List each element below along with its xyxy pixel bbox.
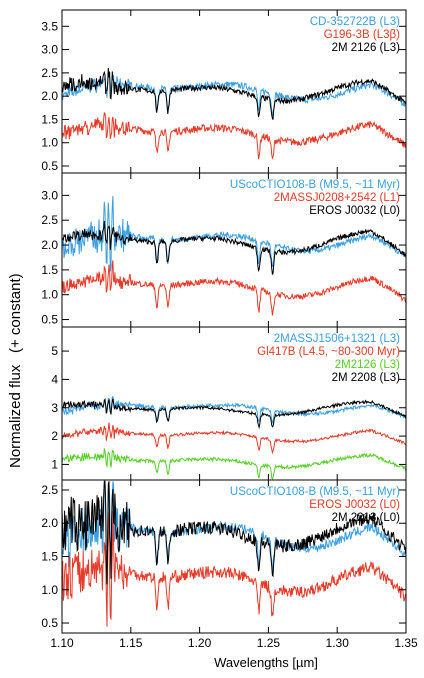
legend-entry: 2M 2208 (L3) <box>332 372 401 384</box>
y-tick-label: 0.5 <box>41 313 58 327</box>
y-tick-label: 3.0 <box>41 43 58 57</box>
legend-entry: EROS J0032 (L0) <box>309 499 400 511</box>
y-tick-label: 2 <box>51 429 58 443</box>
legend-entry: Gl417B (L4.5, ~80-300 Myr) <box>257 346 400 358</box>
legend-entry: UScoCTIO108-B (M9.5, ~11 Myr) <box>230 486 400 498</box>
x-tick-label: 1.25 <box>257 636 281 650</box>
x-tick-label: 1.15 <box>119 636 143 650</box>
x-tick-label: 1.10 <box>50 636 74 650</box>
spectrum-line <box>61 510 407 627</box>
legend-entry: G196-3B (L3β) <box>324 29 400 41</box>
spectrum-line <box>61 397 407 430</box>
y-tick-label: 2.0 <box>41 238 58 252</box>
x-tick-label: 1.30 <box>326 636 350 650</box>
spectrum-line <box>61 260 407 316</box>
y-tick-label: 0.5 <box>41 616 58 630</box>
y-tick-label: 4 <box>51 372 58 386</box>
spectrum-line <box>61 111 407 160</box>
spectrum-line <box>61 67 407 120</box>
y-tick-label: 1.0 <box>41 583 58 597</box>
y-tick-label: 3 <box>51 401 58 415</box>
spectrum-line <box>61 422 407 455</box>
x-tick-label: 1.20 <box>188 636 212 650</box>
legend-entry: 2M2126 (L3) <box>335 359 400 371</box>
spectrum-line <box>61 220 407 275</box>
panel-4: 0.5 1.0 1.5 2.0 2.5 1.10 1.15 1.20 1.25 1.30 1.35 U… <box>41 479 418 650</box>
spectrum-line <box>61 448 407 480</box>
y-tick-label: 5 <box>51 344 58 358</box>
legend-entry: UScoCTIO108-B (M9.5, ~11 Myr) <box>230 179 400 191</box>
legend-entry: 2MASSJ0208+2542 (L1) <box>274 192 400 204</box>
y-tick-label: 1.5 <box>41 112 58 126</box>
x-tick-label: 1.35 <box>394 636 418 650</box>
legend-entry: 2MASSJ1506+1321 (L3) <box>274 333 400 345</box>
y-tick-label: 2.5 <box>41 213 58 227</box>
spectrum-line <box>61 480 407 585</box>
y-tick-label: 3.5 <box>41 19 58 33</box>
y-axis-label: Normalized flux <box>7 364 24 468</box>
y-tick-label: 0.5 <box>41 159 58 173</box>
y-tick-label: 1.5 <box>41 263 58 277</box>
legend-entry: 2M 2126 (L3) <box>332 42 401 54</box>
panel-1: 0.5 1.0 1.5 2.0 2.5 3.0 3.5 CD-352722B (L3)G196… <box>41 9 407 174</box>
spectrum-line <box>61 195 407 272</box>
y-tick-label: 2.5 <box>41 483 58 497</box>
legend-entry: CD-352722B (L3) <box>310 16 400 28</box>
legend-entry: EROS J0032 (L0) <box>309 205 400 217</box>
y-tick-label: 1.5 <box>41 550 58 564</box>
x-axis-label: Wavelengths [µm] <box>214 655 318 670</box>
y-tick-label: 2.5 <box>41 66 58 80</box>
panel-3: 1 2 3 4 5 2MASSJ1506+1321 (L3)Gl417B (L4.5, ~… <box>51 326 407 481</box>
y-tick-label: 2.0 <box>41 516 58 530</box>
legend-entry: 2M 2213 (L0) <box>332 512 401 524</box>
y-tick-label: 1 <box>51 457 58 471</box>
y-tick-label: 2.0 <box>41 89 58 103</box>
y-tick-label: 3.0 <box>41 188 58 202</box>
y-tick-label: 1.0 <box>41 288 58 302</box>
panel-2: 0.5 1.0 1.5 2.0 2.5 3.0 UScoCTIO108-B (M9.5, ~… <box>41 172 407 328</box>
y-tick-label: 1.0 <box>41 136 58 150</box>
y-axis-label-note: (+ constant) <box>7 273 24 353</box>
